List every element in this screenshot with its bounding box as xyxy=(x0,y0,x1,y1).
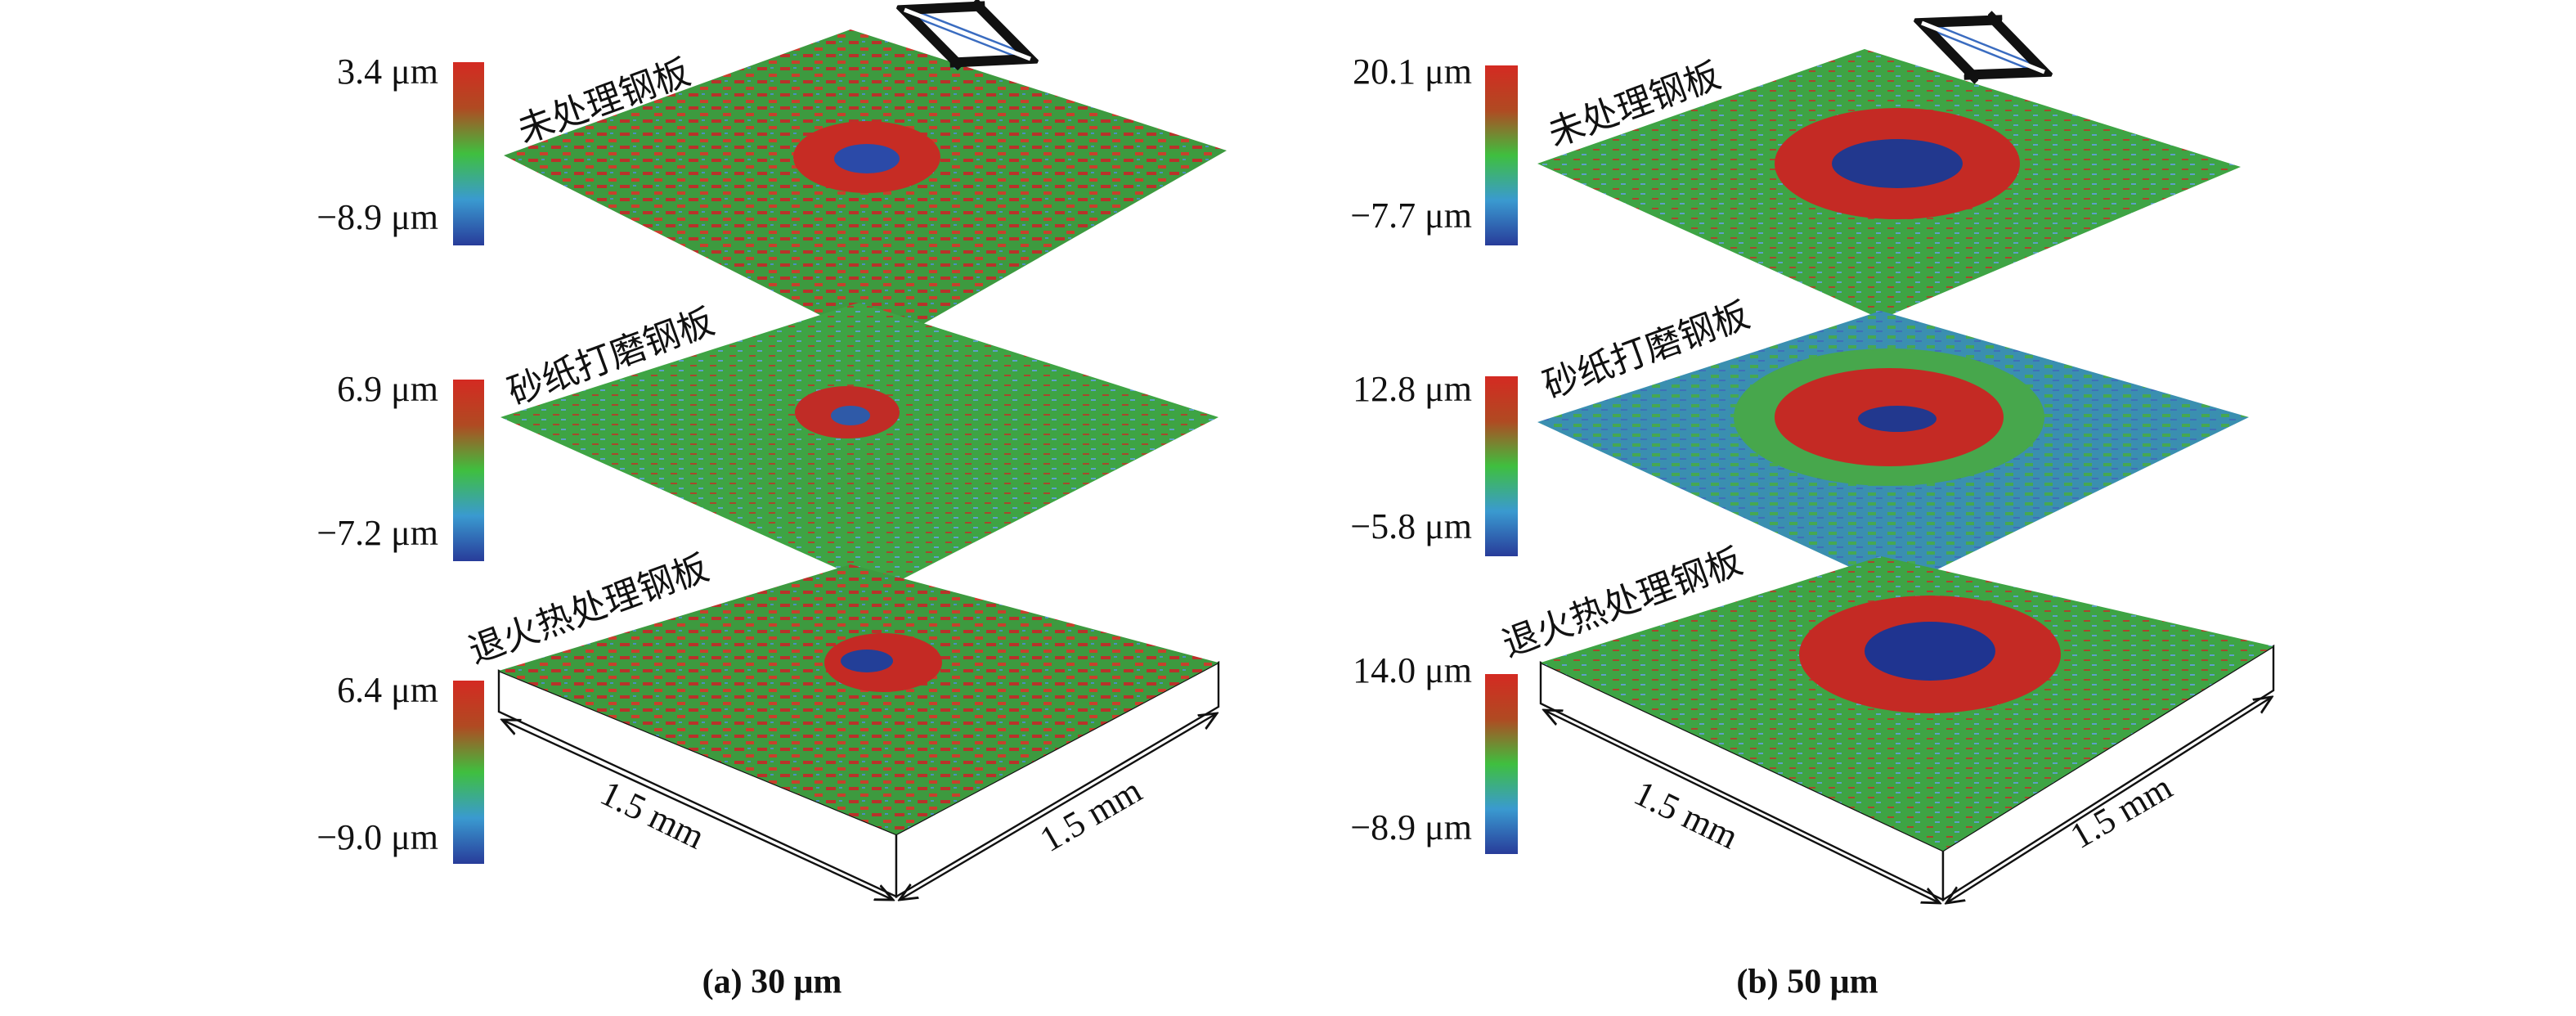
crater-center xyxy=(831,406,870,425)
colorbar xyxy=(453,380,484,561)
crater-center xyxy=(841,650,893,672)
colorbar-min: −7.2 μm xyxy=(316,513,438,553)
direction-arrow xyxy=(1921,20,2045,74)
caption: (a) 30 μm xyxy=(702,964,842,1001)
caption: (b) 50 μm xyxy=(1736,964,1878,1001)
surface xyxy=(500,303,1218,589)
colorbar xyxy=(453,681,484,864)
dimension-arrow xyxy=(502,720,893,900)
surface xyxy=(499,564,1218,834)
colorbar-max: 14.0 μm xyxy=(1353,650,1472,690)
colorbar-min: −9.0 μm xyxy=(316,817,438,857)
crater-center xyxy=(1832,139,1963,188)
panel-b-surfaces xyxy=(1537,20,2275,903)
colorbar-min: −7.7 μm xyxy=(1350,196,1472,236)
crater-center xyxy=(1858,406,1936,432)
colorbar-max: 12.8 μm xyxy=(1353,369,1472,409)
colorbar xyxy=(1485,674,1518,854)
colorbars xyxy=(453,62,1518,864)
direction-arrow xyxy=(904,7,1031,61)
colorbar xyxy=(1485,65,1518,245)
crater-center xyxy=(834,144,900,173)
colorbar-max: 6.4 μm xyxy=(337,670,438,710)
colorbar-max: 6.9 μm xyxy=(337,369,438,409)
colorbar-min: −8.9 μm xyxy=(316,197,438,237)
colorbar xyxy=(1485,376,1518,556)
dimension-arrow xyxy=(900,713,1217,900)
panel-a-surfaces xyxy=(497,7,1227,900)
colorbar-max: 20.1 μm xyxy=(1353,52,1472,92)
colorbar-max: 3.4 μm xyxy=(337,52,438,92)
colorbar-min: −8.9 μm xyxy=(1350,807,1472,847)
dimension-arrow xyxy=(1946,697,2272,903)
crater-center xyxy=(1865,622,1995,681)
colorbar xyxy=(453,62,484,245)
dimension-arrow xyxy=(1544,710,1940,903)
colorbar-min: −5.8 μm xyxy=(1350,506,1472,546)
